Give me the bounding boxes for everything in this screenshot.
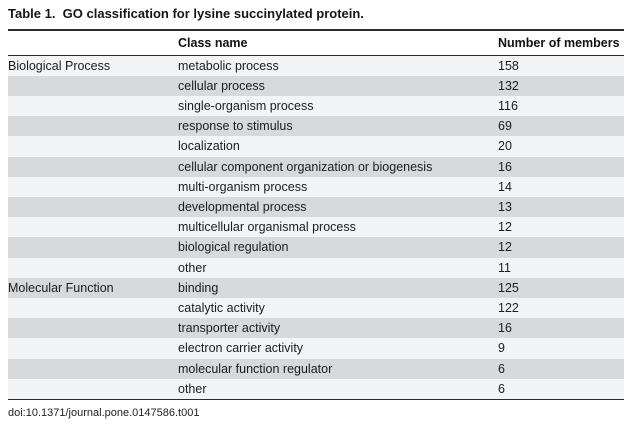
group-cell [8, 177, 178, 197]
header-group [8, 30, 178, 56]
table-row: localization 20 [8, 136, 624, 157]
group-cell [8, 157, 178, 177]
members-cell: 11 [498, 260, 511, 275]
class-name-cell: developmental process [178, 199, 307, 214]
members-cell: 13 [498, 199, 512, 214]
class-name-cell: localization [178, 139, 240, 154]
class-name-cell: response to stimulus [178, 119, 293, 134]
table-body: Biological Process metabolic process 158 ce… [8, 55, 624, 400]
members-cell: 132 [498, 78, 519, 93]
group-cell [8, 76, 178, 96]
class-name-cell: molecular function regulator [178, 361, 333, 376]
header-number-of-members: Number of members [498, 30, 624, 56]
table-row: multicellular organismal process 12 [8, 217, 624, 238]
class-name-cell: multi-organism process [178, 179, 308, 194]
table-row: single-organism process 116 [8, 95, 624, 117]
table-row: Molecular Function binding 125 [8, 277, 624, 298]
group-cell [8, 379, 178, 400]
class-name-cell: other [178, 260, 207, 275]
table-row: other 11 [8, 257, 624, 278]
group-cell [8, 136, 178, 156]
doi-footer: doi:10.1371/journal.pone.0147586.t001 [8, 406, 200, 419]
class-name-cell: transporter activity [178, 321, 281, 336]
members-cell: 116 [498, 98, 518, 113]
group-cell [8, 338, 178, 358]
header-class-name: Class name [178, 30, 498, 56]
class-name-cell: electron carrier activity [178, 341, 304, 356]
go-classification-table: Class name Number of members Biological … [8, 29, 624, 400]
members-cell: 122 [498, 300, 519, 315]
members-cell: 16 [498, 159, 512, 174]
table-title: Table 1. GO classification for lysine su… [8, 6, 364, 21]
class-name-cell: cellular process [178, 78, 265, 93]
table-row: cellular component organization or bioge… [8, 156, 624, 177]
class-name-cell: single-organism process [178, 98, 314, 113]
table-row: other 6 [8, 378, 624, 400]
group-cell [8, 258, 178, 278]
group-cell [8, 359, 178, 379]
group-cell [8, 298, 178, 318]
group-cell [8, 217, 178, 237]
class-name-cell: catalytic activity [178, 300, 265, 315]
table-row: catalytic activity 122 [8, 297, 624, 319]
table-row: molecular function regulator 6 [8, 358, 624, 379]
members-cell: 158 [498, 58, 519, 73]
members-cell: 125 [498, 280, 519, 295]
group-cell: Biological Process [8, 58, 111, 73]
group-cell [8, 96, 178, 116]
table-row: Biological Process metabolic process 158 [8, 55, 624, 76]
members-cell: 12 [498, 240, 512, 255]
table-row: transporter activity 16 [8, 318, 624, 339]
class-name-cell: multicellular organismal process [178, 220, 356, 235]
class-name-cell: other [178, 381, 207, 396]
group-cell [8, 197, 178, 217]
table-row: response to stimulus 69 [8, 116, 624, 137]
group-cell [8, 116, 178, 136]
members-cell: 9 [498, 341, 505, 356]
class-name-cell: metabolic process [178, 58, 279, 73]
header-row: Class name Number of members [8, 30, 624, 56]
class-name-cell: biological regulation [178, 240, 289, 255]
members-cell: 69 [498, 119, 512, 134]
group-cell [8, 318, 178, 338]
group-cell [8, 237, 178, 257]
table-row: electron carrier activity 9 [8, 338, 624, 359]
table-row: developmental process 13 [8, 196, 624, 218]
table-row: multi-organism process 14 [8, 176, 624, 197]
group-cell: Molecular Function [8, 280, 114, 295]
members-cell: 6 [498, 361, 505, 376]
members-cell: 6 [498, 381, 505, 396]
members-cell: 12 [498, 220, 512, 235]
members-cell: 14 [498, 179, 512, 194]
members-cell: 20 [498, 139, 512, 154]
class-name-cell: cellular component organization or bioge… [178, 159, 433, 174]
class-name-cell: binding [178, 280, 219, 295]
members-cell: 16 [498, 321, 512, 336]
table-row: biological regulation 12 [8, 237, 624, 258]
table-header: Class name Number of members [8, 30, 624, 56]
table-row: cellular process 132 [8, 75, 624, 96]
